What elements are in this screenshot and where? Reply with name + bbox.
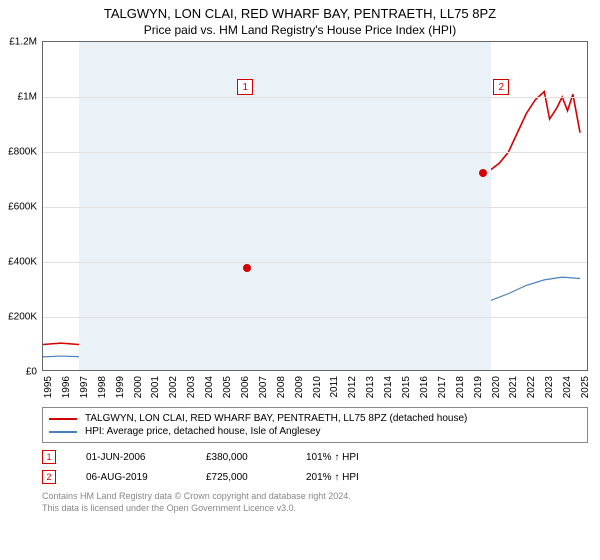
- x-axis-label: 2014: [383, 376, 394, 398]
- x-axis-label: 2002: [168, 376, 179, 398]
- legend-swatch: [49, 418, 77, 420]
- gridline: [43, 207, 587, 208]
- x-axis-label: 2023: [544, 376, 555, 398]
- transaction-pct: 201% ↑ HPI: [306, 472, 396, 483]
- legend-label: HPI: Average price, detached house, Isle…: [85, 426, 321, 437]
- gridline: [43, 152, 587, 153]
- chart-title: TALGWYN, LON CLAI, RED WHARF BAY, PENTRA…: [0, 0, 600, 21]
- transaction-pct: 101% ↑ HPI: [306, 452, 396, 463]
- x-axis-label: 2006: [240, 376, 251, 398]
- legend-label: TALGWYN, LON CLAI, RED WHARF BAY, PENTRA…: [85, 413, 467, 424]
- x-axis-label: 1996: [61, 376, 72, 398]
- transaction-row: 1 01-JUN-2006 £380,000 101% ↑ HPI: [42, 447, 588, 467]
- transaction-marker-dot: [243, 264, 251, 272]
- x-axis-label: 2020: [491, 376, 502, 398]
- x-axis-label: 2005: [222, 376, 233, 398]
- legend: TALGWYN, LON CLAI, RED WHARF BAY, PENTRA…: [42, 407, 588, 443]
- chart-area: £0£200K£400K£600K£800K£1M£1.2M1995199619…: [42, 41, 588, 371]
- x-axis-label: 2010: [312, 376, 323, 398]
- x-axis-label: 1998: [97, 376, 108, 398]
- transaction-marker: 1: [42, 450, 56, 464]
- x-axis-label: 1997: [79, 376, 90, 398]
- x-axis-label: 2017: [437, 376, 448, 398]
- x-axis-label: 1999: [115, 376, 126, 398]
- y-axis-label: £800K: [8, 147, 37, 158]
- x-axis-label: 1995: [43, 376, 54, 398]
- x-axis-label: 2009: [294, 376, 305, 398]
- x-axis-label: 2012: [347, 376, 358, 398]
- transaction-price: £380,000: [206, 452, 276, 463]
- plot-area: £0£200K£400K£600K£800K£1M£1.2M1995199619…: [42, 41, 588, 371]
- x-axis-label: 2015: [401, 376, 412, 398]
- x-axis-label: 2000: [133, 376, 144, 398]
- x-axis-label: 2003: [186, 376, 197, 398]
- y-axis-label: £0: [26, 367, 37, 378]
- transaction-row: 2 06-AUG-2019 £725,000 201% ↑ HPI: [42, 467, 588, 487]
- legend-item: HPI: Average price, detached house, Isle…: [49, 425, 581, 438]
- x-axis-label: 2011: [329, 376, 340, 398]
- shaded-period: [79, 42, 491, 370]
- x-axis-label: 2018: [455, 376, 466, 398]
- y-axis-label: £400K: [8, 257, 37, 268]
- transaction-table: 1 01-JUN-2006 £380,000 101% ↑ HPI 2 06-AUG-20…: [42, 447, 588, 487]
- x-axis-label: 2004: [204, 376, 215, 398]
- footer-attribution: Contains HM Land Registry data © Crown c…: [42, 491, 588, 514]
- y-axis-label: £200K: [8, 312, 37, 323]
- x-axis-label: 2024: [562, 376, 573, 398]
- x-axis-label: 2013: [365, 376, 376, 398]
- transaction-date: 01-JUN-2006: [86, 452, 176, 463]
- gridline: [43, 262, 587, 263]
- transaction-marker-label: 2: [493, 79, 509, 95]
- transaction-marker-label: 1: [237, 79, 253, 95]
- gridline: [43, 317, 587, 318]
- transaction-price: £725,000: [206, 472, 276, 483]
- legend-swatch: [49, 431, 77, 433]
- x-axis-label: 2007: [258, 376, 269, 398]
- gridline: [43, 97, 587, 98]
- transaction-marker-dot: [479, 169, 487, 177]
- footer-line-1: Contains HM Land Registry data © Crown c…: [42, 491, 588, 503]
- x-axis-label: 2016: [419, 376, 430, 398]
- x-axis-label: 2001: [150, 376, 161, 398]
- chart-subtitle: Price paid vs. HM Land Registry's House …: [0, 21, 600, 41]
- transaction-marker: 2: [42, 470, 56, 484]
- x-axis-label: 2019: [473, 376, 484, 398]
- footer-line-2: This data is licensed under the Open Gov…: [42, 503, 588, 515]
- x-axis-label: 2022: [526, 376, 537, 398]
- x-axis-label: 2008: [276, 376, 287, 398]
- legend-item: TALGWYN, LON CLAI, RED WHARF BAY, PENTRA…: [49, 412, 581, 425]
- y-axis-label: £600K: [8, 202, 37, 213]
- x-axis-label: 2025: [580, 376, 591, 398]
- transaction-date: 06-AUG-2019: [86, 472, 176, 483]
- y-axis-label: £1M: [18, 92, 37, 103]
- y-axis-label: £1.2M: [9, 37, 37, 48]
- x-axis-label: 2021: [508, 376, 519, 398]
